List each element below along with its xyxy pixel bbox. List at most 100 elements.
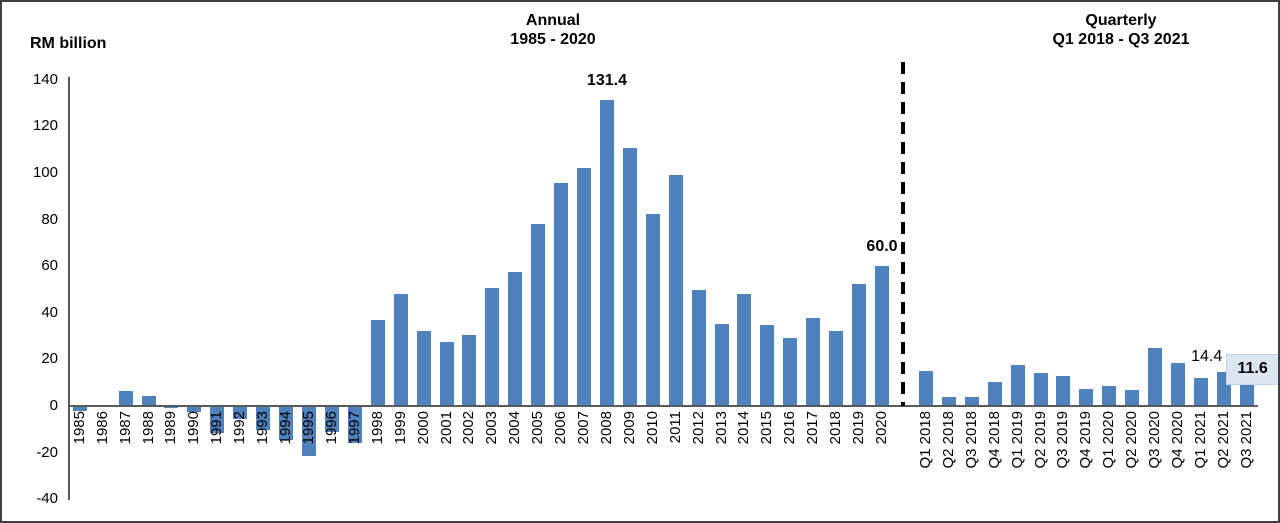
bar-Q3-2018: [964, 397, 979, 406]
bar-Q3-2019: [1056, 375, 1071, 406]
bar-1993: [256, 406, 271, 430]
annual-subtitle: 1985 - 2020: [510, 31, 596, 48]
x-label-2014: 2014: [735, 411, 753, 445]
x-label-2000: 2000: [414, 411, 432, 445]
x-label-1994: 1994: [277, 411, 295, 445]
x-label-1991: 1991: [208, 411, 226, 445]
annual-section-title: Annual 1985 - 2020: [443, 11, 663, 49]
bar-2008: [599, 99, 614, 406]
y-tick-label--20: -20: [36, 443, 58, 461]
x-label-2018: 2018: [827, 411, 845, 445]
x-label-1990: 1990: [185, 411, 203, 445]
x-label-2003: 2003: [483, 411, 501, 445]
bar-1991: [210, 406, 225, 434]
bar-Q3-2020: [1148, 347, 1162, 406]
x-label-Q1-2021: Q1 2021: [1191, 411, 1209, 469]
bar-2000: [416, 330, 431, 406]
x-label-1985: 1985: [70, 411, 88, 445]
bar-2012: [691, 289, 706, 406]
x-label-2016: 2016: [781, 411, 799, 445]
x-label-1989: 1989: [162, 411, 180, 445]
bar-2007: [577, 168, 592, 406]
quarterly-title: Quarterly: [1085, 12, 1157, 29]
x-label-1998: 1998: [368, 411, 386, 445]
y-tick-label-60: 60: [41, 257, 58, 275]
x-label-Q2-2019: Q2 2019: [1031, 411, 1049, 469]
bar-2013: [714, 324, 729, 406]
x-label-2012: 2012: [689, 411, 707, 445]
x-label-Q3-2018: Q3 2018: [962, 411, 980, 469]
bar-2017: [806, 317, 821, 406]
x-label-1986: 1986: [93, 411, 111, 445]
section-divider-dashed-line: [901, 62, 905, 406]
bar-2011: [668, 175, 683, 406]
y-tick-label-100: 100: [32, 164, 58, 181]
bar-Q4-2018: [987, 381, 1002, 406]
bar-2015: [760, 324, 775, 406]
x-label-2007: 2007: [575, 411, 593, 445]
value-callout-11.6: 11.6: [1225, 353, 1278, 385]
bar-1992: [233, 406, 248, 420]
x-label-1997: 1997: [345, 411, 363, 445]
x-label-1993: 1993: [254, 411, 272, 445]
x-label-2011: 2011: [666, 411, 684, 444]
x-label-2020: 2020: [873, 411, 890, 445]
bar-Q3-2021: [1239, 378, 1254, 406]
annual-title: Annual: [525, 12, 581, 29]
quarterly-section-title: Quarterly Q1 2018 - Q3 2021: [1011, 11, 1231, 49]
value-label-14.4: 14.4: [1191, 348, 1223, 366]
bar-1996: [324, 406, 339, 433]
bar-1997: [347, 406, 362, 443]
bar-2005: [531, 224, 546, 406]
x-label-2017: 2017: [804, 411, 822, 445]
bar-Q2-2019: [1033, 372, 1048, 406]
x-label-Q3-2020: Q3 2020: [1146, 411, 1163, 469]
x-label-Q4-2020: Q4 2020: [1168, 411, 1186, 469]
y-axis-title: RM billion: [30, 35, 107, 52]
bar-2003: [485, 288, 500, 406]
x-label-2004: 2004: [506, 411, 524, 445]
bar-1985: [72, 406, 87, 411]
x-label-Q2-2021: Q2 2021: [1214, 411, 1232, 469]
y-axis-line: [68, 77, 70, 500]
x-label-2010: 2010: [643, 411, 661, 445]
bar-Q4-2019: [1079, 388, 1094, 406]
x-axis-line: [68, 405, 1258, 407]
bar-2002: [462, 335, 477, 406]
bar-1987: [118, 390, 133, 406]
x-label-Q1-2018: Q1 2018: [917, 411, 934, 469]
y-tick-label--40: -40: [36, 490, 58, 508]
x-label-2019: 2019: [850, 411, 868, 445]
bar-1994: [279, 406, 294, 441]
bar-1998: [370, 320, 385, 406]
x-label-Q1-2020: Q1 2020: [1100, 411, 1118, 469]
x-label-2009: 2009: [620, 411, 638, 445]
bar-1990: [187, 406, 202, 412]
x-label-Q4-2018: Q4 2018: [985, 411, 1003, 469]
bar-2016: [783, 337, 798, 406]
bar-2018: [829, 331, 844, 406]
bar-Q2-2020: [1125, 389, 1140, 406]
x-label-2002: 2002: [460, 411, 478, 445]
x-label-2013: 2013: [712, 411, 730, 445]
x-label-1995: 1995: [300, 411, 317, 445]
bar-2004: [508, 272, 523, 406]
bar-Q1-2021: [1193, 378, 1208, 406]
y-tick-label-140: 140: [32, 70, 58, 88]
y-tick-label-40: 40: [41, 303, 58, 321]
bar-Q1-2020: [1102, 385, 1117, 406]
x-label-1988: 1988: [139, 411, 157, 445]
value-label-131.4: 131.4: [586, 71, 627, 89]
bar-1988: [141, 395, 156, 406]
bar-Q4-2020: [1170, 362, 1185, 406]
bar-2014: [737, 294, 752, 406]
y-tick-label-20: 20: [41, 350, 58, 368]
bar-Q1-2019: [1010, 365, 1025, 406]
x-label-1999: 1999: [391, 411, 409, 445]
bar-2020: [875, 266, 889, 406]
x-label-2006: 2006: [552, 411, 570, 445]
x-label-Q3-2019: Q3 2019: [1054, 411, 1072, 469]
x-label-2015: 2015: [758, 411, 776, 445]
x-label-Q3-2021: Q3 2021: [1237, 411, 1255, 469]
y-tick-label-120: 120: [32, 117, 58, 135]
